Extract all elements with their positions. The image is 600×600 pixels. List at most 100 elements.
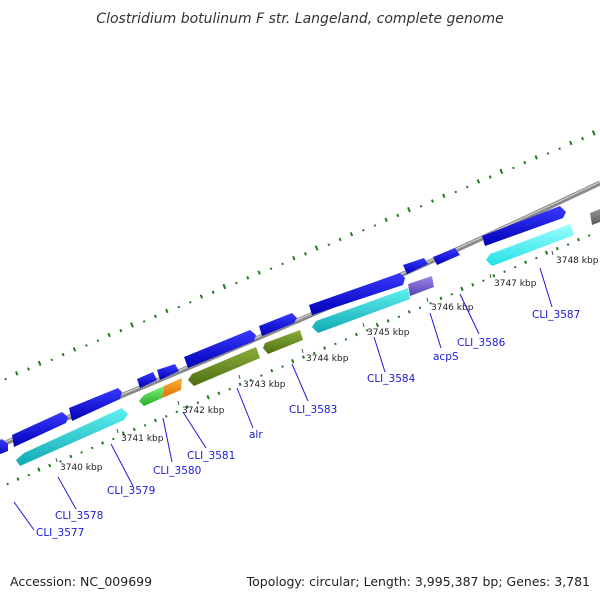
gc-skew-tick <box>175 410 179 414</box>
gc-skew-tick <box>48 463 52 468</box>
gc-skew-tick <box>419 204 423 208</box>
gc-skew-tick <box>59 460 62 463</box>
gc-skew-tick <box>199 294 204 299</box>
gc-skew-tick <box>249 378 253 382</box>
scale-tick-mark <box>551 250 554 256</box>
gene-feature[interactable] <box>309 273 405 315</box>
gene-feature[interactable] <box>157 364 179 380</box>
gc-skew-tick <box>354 332 358 337</box>
reverse-strand-genes <box>16 224 574 466</box>
forward-strand-genes <box>0 206 600 458</box>
gc-skew-tick <box>450 292 454 296</box>
gene-label-leader <box>291 363 309 402</box>
gene-labels: CLI_3577 CLI_3578 CLI_3579 CLI_3580 CLI_3581… <box>13 267 580 539</box>
gc-skew-tick <box>85 344 88 347</box>
scale-tick-mark <box>489 273 492 279</box>
gc-skew-tick <box>281 365 284 368</box>
gc-skew-tick <box>418 306 422 310</box>
gc-skew-tick <box>304 252 308 256</box>
gene-label[interactable]: acpS <box>433 351 459 363</box>
gene-label-leader <box>459 293 480 335</box>
gc-skew-tick <box>373 224 377 227</box>
gc-skew-tick <box>513 265 517 269</box>
gene-feature[interactable] <box>433 248 460 265</box>
gc-skew-tick <box>429 301 432 305</box>
gene-feature[interactable] <box>188 347 260 386</box>
gene-label-leader <box>162 417 173 463</box>
gc-skew-tick <box>301 355 306 359</box>
gc-skew-tick <box>576 237 580 242</box>
gene-label-leader <box>373 336 386 373</box>
gene-label[interactable]: CLI_3587 <box>532 309 580 321</box>
gc-skew-tick <box>499 168 504 175</box>
gene-feature[interactable] <box>263 330 303 354</box>
scale-tick-mark <box>362 322 365 328</box>
gene-feature[interactable] <box>139 386 164 406</box>
gc-skew-tick <box>397 315 401 319</box>
gene-feature[interactable] <box>69 388 122 421</box>
gc-skew-tick <box>61 352 65 357</box>
scale-tick-label: 3742 kbp <box>182 406 225 416</box>
gene-label-leader <box>539 267 553 308</box>
gene-feature[interactable] <box>482 206 566 246</box>
gc-skew-tick <box>269 267 273 270</box>
scale-tick-label: 3740 kbp <box>60 463 103 473</box>
gc-skew-tick <box>362 228 365 232</box>
gene-label[interactable]: alr <box>249 429 263 441</box>
gene-feature[interactable] <box>0 439 8 458</box>
gene-label[interactable]: CLI_3583 <box>289 404 337 416</box>
gene-label-leader <box>13 501 35 531</box>
gc-skew-tick <box>591 130 596 136</box>
gene-label[interactable]: CLI_3584 <box>367 373 416 385</box>
gc-skew-tick <box>312 351 316 355</box>
gc-skew-tick <box>349 231 354 237</box>
gc-skew-tick <box>96 339 100 342</box>
scale-tick-label: 3748 kbp <box>556 256 599 266</box>
gc-skew-tick <box>15 371 19 376</box>
gene-feature[interactable] <box>486 224 574 266</box>
gene-feature[interactable] <box>162 378 182 398</box>
gene-label[interactable]: CLI_3586 <box>457 337 506 349</box>
gc-skew-tick <box>112 437 115 441</box>
gene-feature[interactable] <box>137 372 157 388</box>
gc-skew-tick <box>334 342 337 346</box>
gc-skew-tick <box>37 467 41 472</box>
gc-skew-tick <box>281 262 284 266</box>
gene-label[interactable]: CLI_3581 <box>187 450 235 462</box>
gene-label[interactable]: CLI_3577 <box>36 527 84 539</box>
gc-skew-tick <box>165 308 169 314</box>
gc-skew-tick <box>327 243 331 247</box>
gc-skew-tick <box>555 246 559 251</box>
gene-label[interactable]: CLI_3580 <box>153 465 201 477</box>
gc-skew-tick <box>338 237 342 242</box>
gc-skew-tick <box>492 273 496 278</box>
gene-feature[interactable] <box>408 276 434 296</box>
gc-skew-tick <box>4 377 7 381</box>
gene-feature[interactable] <box>12 412 68 447</box>
gc-skew-tick <box>260 374 263 377</box>
gc-skew-tick <box>211 290 215 294</box>
scale-tick-mark <box>238 374 241 380</box>
gene-label[interactable]: CLI_3578 <box>55 510 103 522</box>
gc-skew-tick <box>292 255 296 261</box>
gc-skew-tick <box>235 281 238 285</box>
gc-skew-tick <box>222 283 227 290</box>
gc-skew-tick <box>396 213 400 218</box>
gene-label[interactable]: CLI_3579 <box>107 485 155 497</box>
gene-feature[interactable] <box>259 313 297 336</box>
gc-skew-tick <box>465 185 469 189</box>
gene-feature[interactable] <box>184 330 256 368</box>
gene-feature[interactable] <box>312 288 410 333</box>
gc-skew-tick <box>384 217 388 223</box>
gene-label-leader <box>429 312 442 349</box>
gc-skew-tick <box>142 320 146 323</box>
gc-skew-tick <box>27 473 31 477</box>
gene-feature[interactable] <box>590 209 600 225</box>
gc-skew-tick <box>153 314 157 318</box>
gc-skew-tick <box>132 427 136 432</box>
gene-feature[interactable] <box>16 408 128 466</box>
gene-feature[interactable] <box>403 258 428 274</box>
gc-skew-tick <box>535 256 538 260</box>
gc-skew-tick <box>228 387 231 391</box>
